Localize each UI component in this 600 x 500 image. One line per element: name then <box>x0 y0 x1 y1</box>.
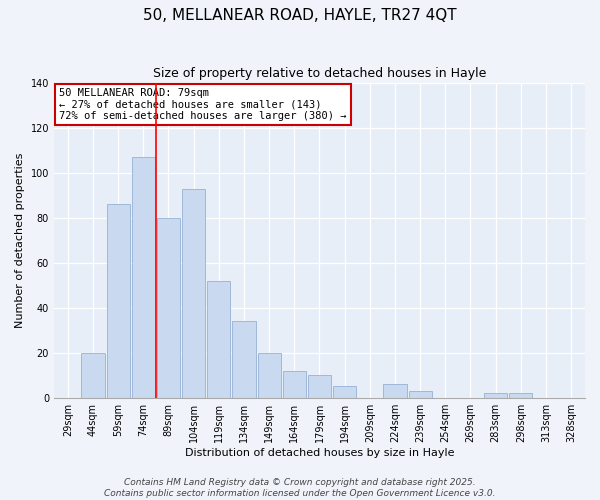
Bar <box>182 188 205 398</box>
Bar <box>157 218 180 398</box>
Bar <box>333 386 356 398</box>
Bar <box>207 281 230 398</box>
Title: Size of property relative to detached houses in Hayle: Size of property relative to detached ho… <box>153 68 486 80</box>
Text: 50, MELLANEAR ROAD, HAYLE, TR27 4QT: 50, MELLANEAR ROAD, HAYLE, TR27 4QT <box>143 8 457 22</box>
Bar <box>82 353 104 398</box>
Bar <box>308 375 331 398</box>
X-axis label: Distribution of detached houses by size in Hayle: Distribution of detached houses by size … <box>185 448 454 458</box>
Bar <box>131 157 155 398</box>
Text: 50 MELLANEAR ROAD: 79sqm
← 27% of detached houses are smaller (143)
72% of semi-: 50 MELLANEAR ROAD: 79sqm ← 27% of detach… <box>59 88 347 121</box>
Bar <box>484 393 507 398</box>
Bar <box>283 370 306 398</box>
Bar <box>383 384 407 398</box>
Bar <box>232 322 256 398</box>
Bar <box>107 204 130 398</box>
Bar <box>509 393 532 398</box>
Y-axis label: Number of detached properties: Number of detached properties <box>15 152 25 328</box>
Bar <box>409 391 432 398</box>
Text: Contains HM Land Registry data © Crown copyright and database right 2025.
Contai: Contains HM Land Registry data © Crown c… <box>104 478 496 498</box>
Bar <box>257 353 281 398</box>
